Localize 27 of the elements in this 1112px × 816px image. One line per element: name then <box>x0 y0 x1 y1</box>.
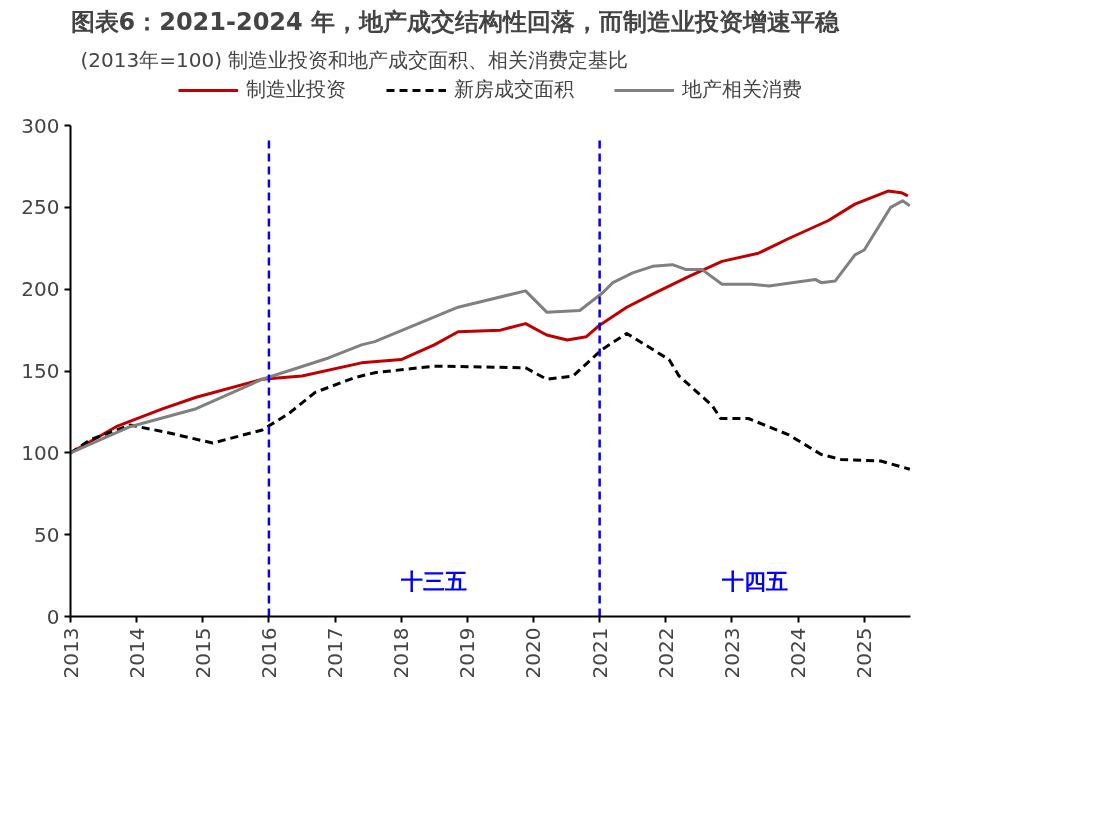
legend-label: 制造业投资 <box>246 76 346 103</box>
y-tick-label: 0 <box>46 604 60 629</box>
x-tick-label: 2016 <box>256 627 281 679</box>
x-tick-label: 2014 <box>124 627 149 679</box>
x-tick-label: 2023 <box>719 627 744 679</box>
x-tick-label: 2021 <box>587 627 612 679</box>
x-tick-label: 2022 <box>653 627 678 679</box>
x-tick-label: 2025 <box>852 627 877 679</box>
chart-title: 图表6：2021-2024 年，地产成交结构性回落，而制造业投资增速平稳 <box>70 7 841 36</box>
y-tick-label: 250 <box>21 195 60 220</box>
x-tick-label: 2013 <box>58 627 83 679</box>
x-tick-label: 2018 <box>389 627 414 679</box>
x-tick-label: 2015 <box>190 627 215 679</box>
y-tick-label: 50 <box>34 522 60 547</box>
y-tick-label: 200 <box>21 277 60 302</box>
x-tick-label: 2024 <box>786 627 811 679</box>
y-tick-label: 100 <box>21 440 60 465</box>
legend-label: 新房成交面积 <box>454 76 574 103</box>
x-tick-label: 2019 <box>455 627 480 679</box>
legend-label: 地产相关消费 <box>682 76 802 103</box>
annotation: 十四五 <box>721 567 789 594</box>
x-tick-label: 2017 <box>323 627 348 679</box>
y-tick-label: 150 <box>21 359 60 384</box>
y-tick-label: 300 <box>21 113 60 138</box>
x-tick-label: 2020 <box>521 627 546 679</box>
text: (2013年=100) 制造业投资和地产成交面积、相关消费定基比 <box>80 47 629 72</box>
annotation: 十三五 <box>400 567 468 594</box>
